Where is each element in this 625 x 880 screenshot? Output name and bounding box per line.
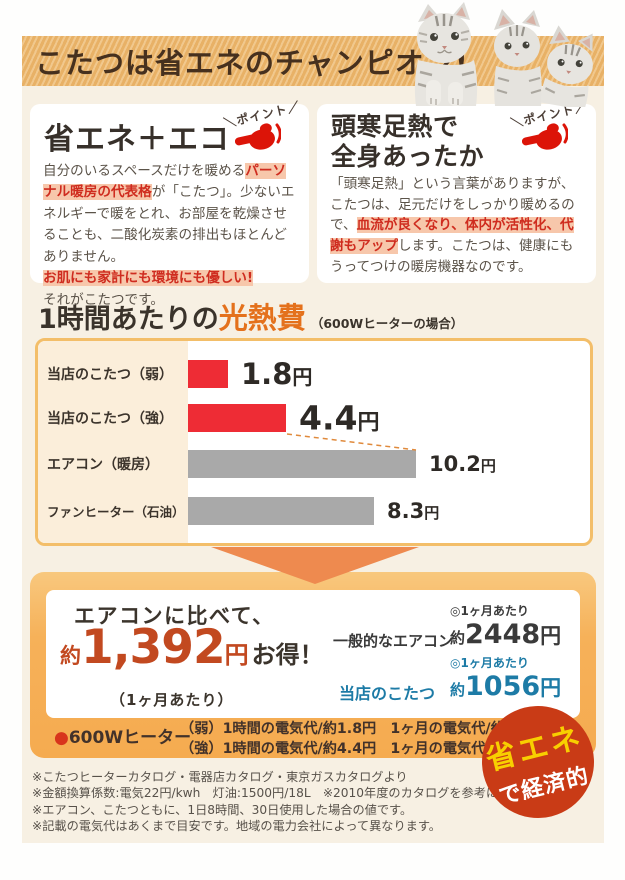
- kitten-left: [414, 2, 478, 106]
- card-energy-eco-title: 省エネ＋エコ: [44, 122, 230, 157]
- chart-row: 当店のこたつ（弱） 1.8円: [38, 357, 590, 391]
- comparison-label-kotatsu: 当店のこたつ: [339, 684, 436, 703]
- footnotes: ※こたつヒーターカタログ・電器店カタログ・東京ガスカタログより ※金額換算係数:…: [32, 769, 570, 834]
- comparison-amount: 約2448円: [450, 619, 561, 650]
- comparison-period: ◎1ヶ月あたり: [450, 656, 529, 670]
- savings-amount: 1,392: [81, 620, 226, 675]
- bar-fan-heater: [188, 497, 374, 525]
- title-line-1: 頭寒足熱で: [331, 112, 459, 141]
- cost-bar-chart: 当店のこたつ（弱） 1.8円 当店のこたつ（強） 4.4円 エアコン（暖房） 1…: [35, 338, 593, 546]
- bar-value-unit: 円: [357, 410, 380, 436]
- highlight-kind-to-all: お肌にも家計にも環境にも優しい!: [43, 270, 254, 287]
- savings-amount-line: 約 1,392 円 お得！: [60, 622, 324, 674]
- card-energy-eco-body: 自分のいるスペースだけを暖めるパーソナル暖房の代表格が「こたつ」。少ないエネルギ…: [43, 161, 297, 311]
- chart-category-label: 当店のこたつ（弱）: [47, 367, 173, 383]
- chart-category-label: ファンヒーター（石油）: [47, 504, 185, 520]
- savings-headline: エアコンに比べて、: [74, 604, 275, 628]
- footnote: ※こたつヒーターカタログ・電器店カタログ・東京ガスカタログより: [32, 770, 408, 784]
- heater-line-high: （強）1時間の電気代/約4.4円 1ヶ月の電気代/約1056円: [180, 741, 559, 758]
- bar-aircon: [188, 450, 416, 478]
- chart-row: ファンヒーター（石油） 8.3円: [38, 496, 590, 526]
- card-head-cool-feet-warm-body: 「頭寒足熱」という言葉がありますが、こたつは、足元だけをしっかり暖めるので、血流…: [330, 174, 584, 277]
- down-arrow-icon: [211, 547, 419, 584]
- point-mark: ＼ポイント／: [219, 99, 305, 162]
- amount-prefix: 約: [450, 629, 466, 647]
- savings-card: エアコンに比べて、 約 1,392 円 お得！ （1ヶ月あたり） 一般的なエアコ…: [46, 590, 580, 718]
- bar-value-number: 1.8: [241, 357, 293, 391]
- comparison-period: ◎1ヶ月あたり: [450, 604, 529, 618]
- bar-value-number: 4.4: [299, 398, 358, 438]
- amount-unit: 円: [540, 624, 562, 648]
- amount-unit: 円: [540, 676, 562, 700]
- bar-kotatsu-low: [188, 360, 228, 388]
- chart-category-label: エアコン（暖房）: [47, 457, 159, 473]
- bar-value-unit: 円: [480, 457, 496, 475]
- heater-name: 600Wヒーター: [68, 728, 192, 748]
- bar-value: 10.2円: [429, 452, 496, 476]
- body-text: が「こたつ」。少ないエネルギーで暖をとれ、お部屋を乾燥させることも、二酸化炭素の…: [43, 184, 295, 265]
- comparison-label-aircon: 一般的なエアコン: [333, 632, 454, 650]
- heater-spec-label: ●600Wヒーター: [54, 723, 191, 748]
- body-text: それがこたつです。: [43, 291, 164, 308]
- bar-value-number: 8.3: [387, 499, 425, 523]
- bullet-icon: ●: [54, 728, 69, 748]
- chart-category-label: 当店のこたつ（強）: [47, 411, 173, 427]
- pointing-hand-icon: [522, 123, 568, 150]
- heater-line-low: （弱）1時間の電気代/約1.8円 1ヶ月の電気代/約432円: [180, 721, 549, 737]
- pointing-hand-icon: [235, 123, 281, 150]
- bar-value: 4.4円: [299, 399, 379, 438]
- bar-value-unit: 円: [424, 504, 440, 522]
- bar-value-number: 10.2: [429, 452, 481, 476]
- comparison-amount: 約1056円: [450, 671, 561, 702]
- card-head-cool-feet-warm-title: 頭寒足熱で 全身あったか: [331, 112, 596, 171]
- title-line-2: 全身あったか: [331, 141, 485, 171]
- footnote: ※記載の電気代はあくまで目安です。地域の電力会社によって異なります。: [32, 819, 441, 834]
- chart-title-main: 1時間あたりの: [38, 304, 219, 335]
- card-head-cool-feet-warm: 頭寒足熱で 全身あったか ＼ポイント／ 「頭寒足熱」という言葉がありますが、こた…: [317, 99, 596, 283]
- comparison-value-aircon: ◎1ヶ月あたり 約2448円: [450, 602, 561, 650]
- body-text: します。こたつは、健康にもうってつけの暖房機器なのです。: [330, 237, 574, 275]
- kittens-photo: [414, 2, 593, 107]
- bar-value: 1.8円: [241, 357, 312, 391]
- kitten-middle: [494, 9, 542, 106]
- footnote: ※エアコン、こたつともに、1日8時間、30日使用した場合の値です。: [32, 802, 413, 817]
- comparison-value-kotatsu: ◎1ヶ月あたり 約1056円: [450, 654, 561, 702]
- amount-number: 1056: [465, 671, 541, 702]
- bar-value: 8.3円: [387, 499, 439, 523]
- chart-row: エアコン（暖房） 10.2円: [38, 449, 590, 479]
- amount-prefix: 約: [450, 681, 466, 699]
- amount-number: 2448: [465, 619, 541, 650]
- card-energy-eco: 省エネ＋エコ ＼ポイント／ 自分のいるスペースだけを暖めるパーソナル暖房の代表格…: [30, 99, 309, 308]
- bar-value-unit: 円: [292, 365, 313, 389]
- bar-kotatsu-high: [188, 404, 286, 432]
- chart-label-column: [38, 341, 188, 543]
- footnote: ※金額換算係数:電気22円/kwh 灯油:1500円/18L ※2010年度のカ…: [32, 786, 570, 801]
- body-text: 自分のいるスペースだけを暖める: [43, 163, 246, 179]
- heater-spec-lines: （弱）1時間の電気代/約1.8円 1ヶ月の電気代/約432円 （強）1時間の電気…: [180, 719, 558, 759]
- chart-title-accent: 光熱費: [218, 301, 306, 335]
- page-title: こたつは省エネのチャンピオン!: [35, 46, 469, 80]
- per-month-note: （1ヶ月あたり）: [110, 691, 234, 709]
- point-mark: ＼ポイント／: [506, 99, 592, 162]
- chart-row: 当店のこたつ（強） 4.4円: [38, 399, 590, 438]
- approx-label: 約: [60, 644, 81, 668]
- savings-suffix: お得！: [251, 641, 324, 669]
- chart-section-title: 1時間あたりの 光熱費 （600Wヒーターの場合）: [38, 295, 463, 337]
- kitten-right: [540, 25, 593, 107]
- chart-title-note: （600Wヒーターの場合）: [310, 316, 464, 331]
- body-text: 「頭寒足熱」という言葉がありますが、こたつは、足元だけをしっかり暖めるので、: [330, 176, 575, 234]
- savings-amount-unit: 円: [224, 641, 249, 669]
